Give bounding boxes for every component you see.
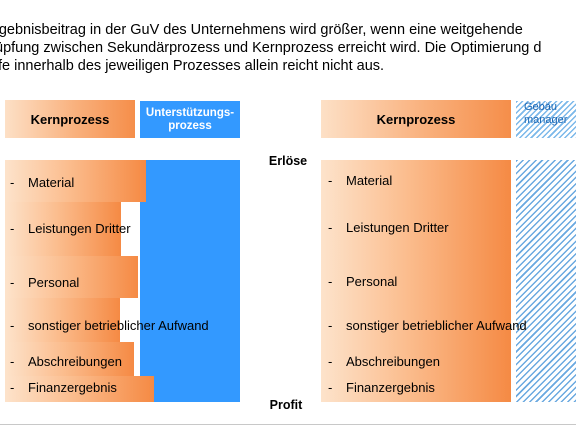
right-row-label: Finanzergebnis [346,380,435,395]
intro-line-3: fe innerhalb des jeweiligen Prozesses al… [0,58,385,74]
right-row-label: Leistungen Dritter [346,220,449,235]
left-row-label: sonstiger betrieblicher Aufwand [28,318,209,333]
left-row-label: Material [28,175,75,190]
right-facility-body [516,160,576,402]
left-row-label: Abschreibungen [28,354,122,369]
left-core-segment-leistungen [5,202,121,256]
right-facility-label-line2: manager [524,114,568,126]
erloese-label: Erlöse [268,154,308,168]
left-support-body [140,160,240,402]
left-support-label-line2: prozess [168,119,212,132]
left-core-segment-sonstiger [5,298,120,342]
left-support-label-line1: Unterstützungs- [145,106,235,119]
left-core-segment-personal [5,256,138,298]
bottom-divider [0,424,576,425]
intro-text: rgebnisbeitrag in der GuV des Unternehme… [0,21,576,75]
right-core-process-header: Kernprozess [321,100,511,138]
right-row-label: sonstiger betrieblicher Aufwand [346,318,527,333]
left-support-process-header: Unterstützungs- prozess [140,101,240,138]
left-core-process-label: Kernprozess [30,111,110,127]
right-row-label: Material [346,173,393,188]
right-facility-label-line1: Gebäu [524,101,558,113]
right-core-body [321,160,511,402]
right-row-label: Personal [346,274,398,289]
right-row-label: Abschreibungen [346,354,440,369]
profit-label: Profit [269,398,303,412]
left-row-label: Leistungen Dritter [28,221,131,236]
left-row-label: Personal [28,275,80,290]
intro-line-1: rgebnisbeitrag in der GuV des Unternehme… [0,22,523,38]
right-facility-management-header: Gebäu manager [516,101,576,138]
right-core-process-label: Kernprozess [376,111,456,127]
left-core-segment-material [5,160,146,202]
intro-line-2: üpfung zwischen Sekundärprozess und Kern… [0,40,542,56]
left-core-segment-abschreibungen [5,342,134,376]
left-core-process-header: Kernprozess [5,100,135,138]
left-core-segment-finanz [5,376,154,402]
left-row-label: Finanzergebnis [28,380,117,395]
